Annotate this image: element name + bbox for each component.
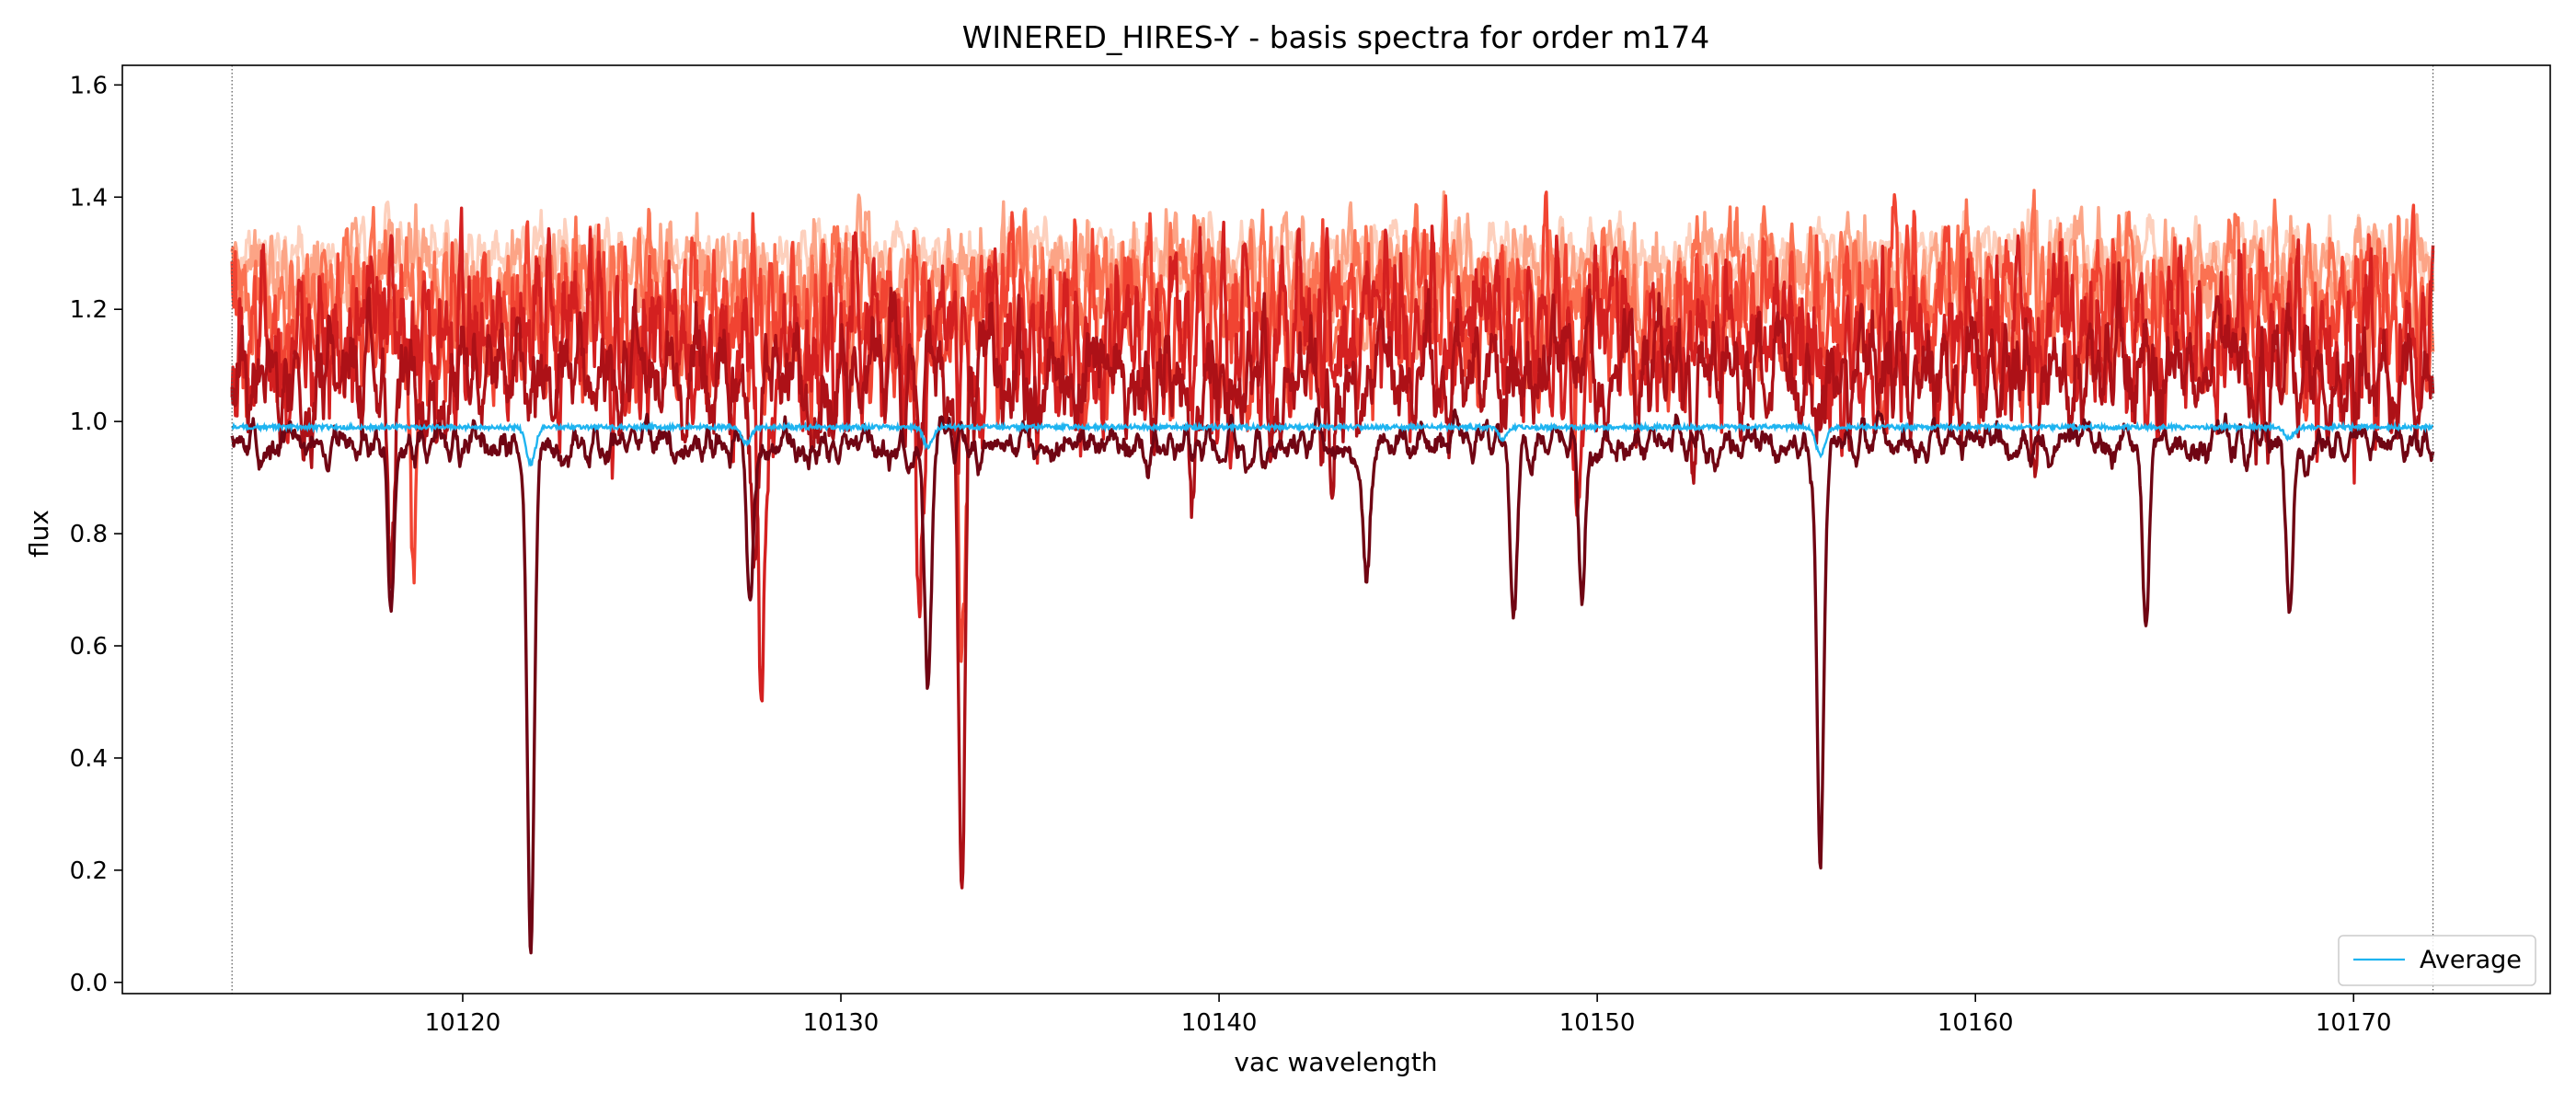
plot-area-frame bbox=[121, 64, 2551, 995]
legend: Average bbox=[2338, 935, 2536, 986]
x-tick-label: 10150 bbox=[1559, 1009, 1636, 1037]
x-tick-label: 10120 bbox=[425, 1009, 501, 1037]
y-tick-label: 0.0 bbox=[70, 970, 108, 997]
x-tick-label: 10170 bbox=[2316, 1009, 2392, 1037]
x-axis: 10120 10130 10140 10150 10160 10170 bbox=[425, 994, 2392, 1037]
chart-title: WINERED_HIRES-Y - basis spectra for orde… bbox=[962, 19, 1709, 55]
x-tick-label: 10160 bbox=[1938, 1009, 2014, 1037]
y-tick-label: 1.2 bbox=[70, 296, 108, 324]
legend-box bbox=[2338, 935, 2536, 986]
basis-spectrum-line bbox=[230, 261, 2435, 890]
y-tick-label: 1.4 bbox=[70, 184, 108, 212]
y-tick-label: 0.4 bbox=[70, 745, 108, 773]
y-axis: 0.0 0.2 0.4 0.6 0.8 1.0 1.2 1.4 1.6 bbox=[70, 72, 122, 997]
legend-label-average: Average bbox=[2420, 946, 2522, 974]
basis-spectrum-line bbox=[230, 407, 2435, 955]
series-layer bbox=[230, 189, 2435, 955]
x-tick-label: 10130 bbox=[803, 1009, 880, 1037]
y-tick-label: 0.8 bbox=[70, 521, 108, 548]
y-tick-label: 0.6 bbox=[70, 633, 108, 661]
x-axis-label: vac wavelength bbox=[1234, 1047, 1437, 1077]
y-tick-label: 0.2 bbox=[70, 857, 108, 885]
y-tick-label: 1.6 bbox=[70, 72, 108, 99]
y-tick-label: 1.0 bbox=[70, 408, 108, 436]
y-axis-label: flux bbox=[24, 510, 54, 558]
x-tick-label: 10140 bbox=[1181, 1009, 1258, 1037]
basis-spectrum-line bbox=[230, 206, 2435, 703]
wavelength-range-markers bbox=[231, 65, 2434, 994]
average-spectrum-line bbox=[231, 420, 2434, 468]
